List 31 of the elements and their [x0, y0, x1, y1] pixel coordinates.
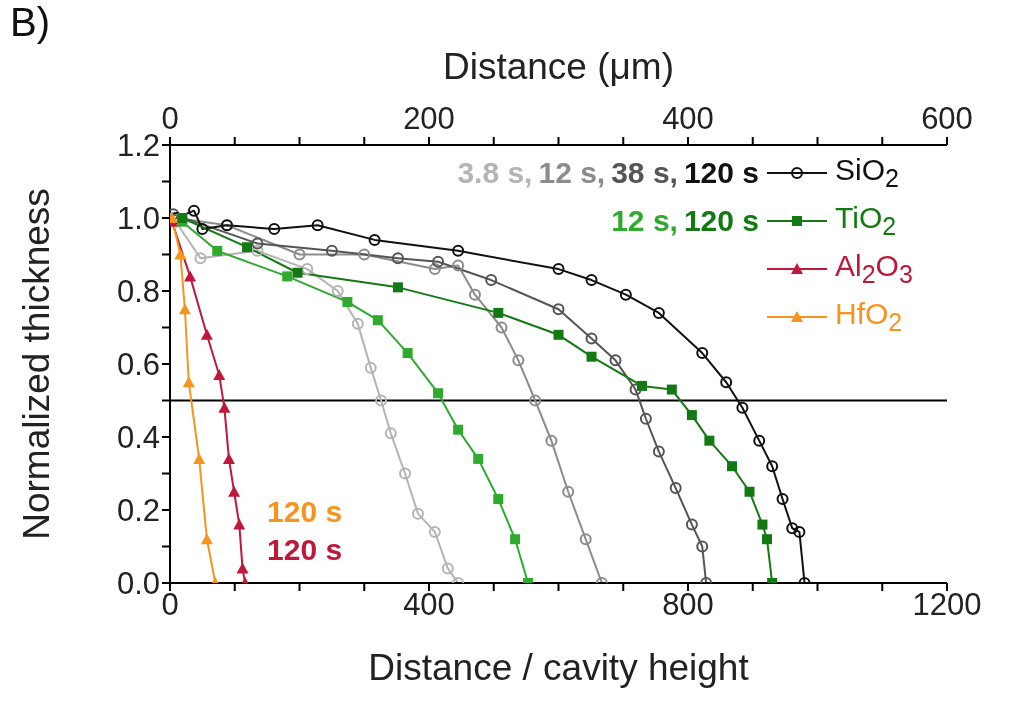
annotation: 120 s [683, 204, 759, 238]
x-tick-label: 1200 [912, 587, 982, 623]
x-tick-label: 0 [161, 587, 179, 623]
x2-tick-label: 0 [161, 101, 179, 136]
chart-title: B) [10, 0, 50, 45]
y-tick-label: 0.6 [116, 347, 160, 383]
x-axis-title: Distance / cavity height [368, 647, 750, 688]
x2-tick-label: 600 [921, 101, 973, 136]
annotation: 12 s, [538, 156, 606, 190]
annotation: 120 s [683, 156, 759, 190]
y-axis-title: Normalized thickness [16, 188, 58, 540]
y-tick-label: 0.8 [116, 274, 160, 310]
y-tick-label: 1.0 [116, 201, 160, 237]
y-tick-label: 0.4 [116, 420, 160, 456]
y-tick-label: 0.2 [116, 493, 160, 529]
legend-label: SiO$_{2}$ [835, 153, 900, 193]
annotation: 120 s [267, 532, 343, 567]
x2-tick-label: 400 [662, 101, 714, 136]
y-tick-label: 0.0 [116, 566, 160, 602]
x2-axis-title: Distance (μm) [442, 46, 675, 87]
x-tick-label: 800 [662, 587, 714, 623]
x2-tick-label: 200 [403, 101, 455, 136]
annotation: 3.8 s, [457, 156, 533, 190]
annotation: 12 s, [611, 204, 678, 238]
annotation: 38 s, [611, 156, 678, 190]
x-tick-label: 400 [403, 587, 455, 623]
legend-label: HfO$_{2}$ [835, 297, 904, 337]
legend-label: Al$_{2}$O$_{3}$ [835, 249, 914, 289]
legend-label: TiO$_{2}$ [835, 201, 898, 241]
annotation: 120 s [267, 494, 343, 529]
y-tick-label: 1.2 [116, 128, 160, 164]
